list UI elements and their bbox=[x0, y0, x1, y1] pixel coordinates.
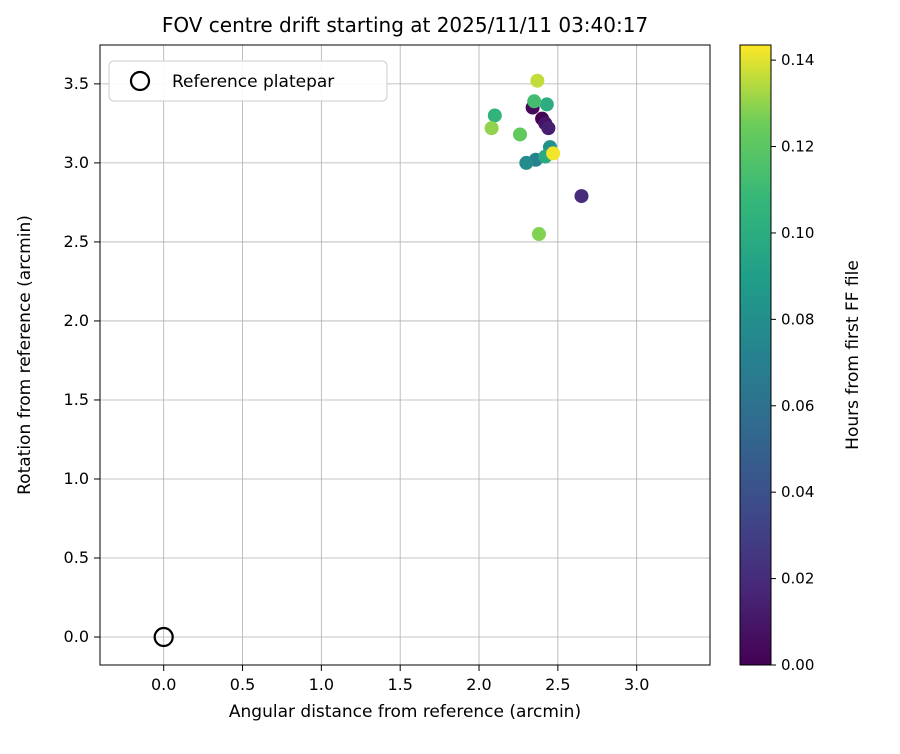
legend-label: Reference platepar bbox=[172, 72, 334, 92]
x-tick-label: 3.0 bbox=[624, 675, 649, 694]
colorbar-ticks: 0.00 0.02 0.04 0.06 0.08 0.10 0.12 0.14 bbox=[771, 51, 814, 674]
scatter-point bbox=[539, 97, 554, 112]
x-tick-label: 2.5 bbox=[545, 675, 570, 694]
colorbar-tick-label: 0.12 bbox=[781, 138, 814, 156]
scatter-points bbox=[153, 73, 589, 648]
colorbar-label: Hours from first FF file bbox=[843, 260, 863, 450]
colorbar-tick-label: 0.00 bbox=[781, 656, 814, 674]
scatter-point bbox=[527, 94, 542, 109]
tick-labels: 0.0 0.5 1.0 1.5 2.0 2.5 3.0 0.0 0.5 1.0 1.5 2.0 2.5 3… bbox=[64, 74, 650, 694]
x-tick-label: 1.5 bbox=[387, 675, 412, 694]
scatter-point bbox=[574, 189, 589, 204]
y-tick-label: 3.5 bbox=[64, 74, 89, 93]
scatter-point bbox=[519, 155, 534, 170]
axes-border bbox=[99, 44, 711, 666]
colorbar: 0.00 0.02 0.04 0.06 0.08 0.10 0.12 0.14 Hours f… bbox=[739, 44, 863, 674]
colorbar-tick-label: 0.06 bbox=[781, 397, 814, 415]
open-circle-icon bbox=[129, 70, 151, 92]
y-tick-label: 0.0 bbox=[64, 627, 89, 646]
x-tick-label: 1.0 bbox=[309, 675, 334, 694]
y-tick-label: 2.0 bbox=[64, 311, 89, 330]
colorbar-tick-label: 0.10 bbox=[781, 224, 814, 242]
colorbar-tick-label: 0.14 bbox=[781, 51, 814, 69]
legend: Reference platepar bbox=[108, 60, 388, 102]
colorbar-border bbox=[739, 44, 772, 666]
scatter-point bbox=[531, 227, 546, 242]
scatter-point bbox=[546, 146, 561, 161]
chart-title: FOV centre drift starting at 2025/11/11 … bbox=[162, 13, 648, 37]
y-tick-label: 0.5 bbox=[64, 548, 89, 567]
plot-area bbox=[100, 45, 710, 665]
scatter-point bbox=[487, 108, 502, 123]
x-tick-label: 0.5 bbox=[230, 675, 255, 694]
colorbar-tick-label: 0.02 bbox=[781, 570, 814, 588]
scatter-point bbox=[513, 127, 528, 142]
y-tick-label: 3.0 bbox=[64, 153, 89, 172]
x-axis-label: Angular distance from reference (arcmin) bbox=[229, 702, 581, 722]
x-tick-label: 2.0 bbox=[466, 675, 491, 694]
scatter-point bbox=[530, 73, 545, 88]
scatter-point bbox=[484, 121, 499, 136]
reference-platepar-marker bbox=[153, 626, 174, 648]
tick-marks bbox=[94, 83, 638, 671]
y-tick-label: 2.5 bbox=[64, 232, 89, 251]
colorbar-tick-label: 0.04 bbox=[781, 483, 814, 501]
colorbar-tick-label: 0.08 bbox=[781, 310, 814, 328]
colorbar-gradient bbox=[740, 45, 771, 665]
y-tick-label: 1.5 bbox=[64, 390, 89, 409]
y-tick-label: 1.0 bbox=[64, 469, 89, 488]
legend-frame bbox=[108, 60, 388, 102]
y-axis-label: Rotation from reference (arcmin) bbox=[15, 215, 35, 495]
x-tick-label: 0.0 bbox=[151, 675, 176, 694]
scatter-point bbox=[541, 121, 556, 136]
